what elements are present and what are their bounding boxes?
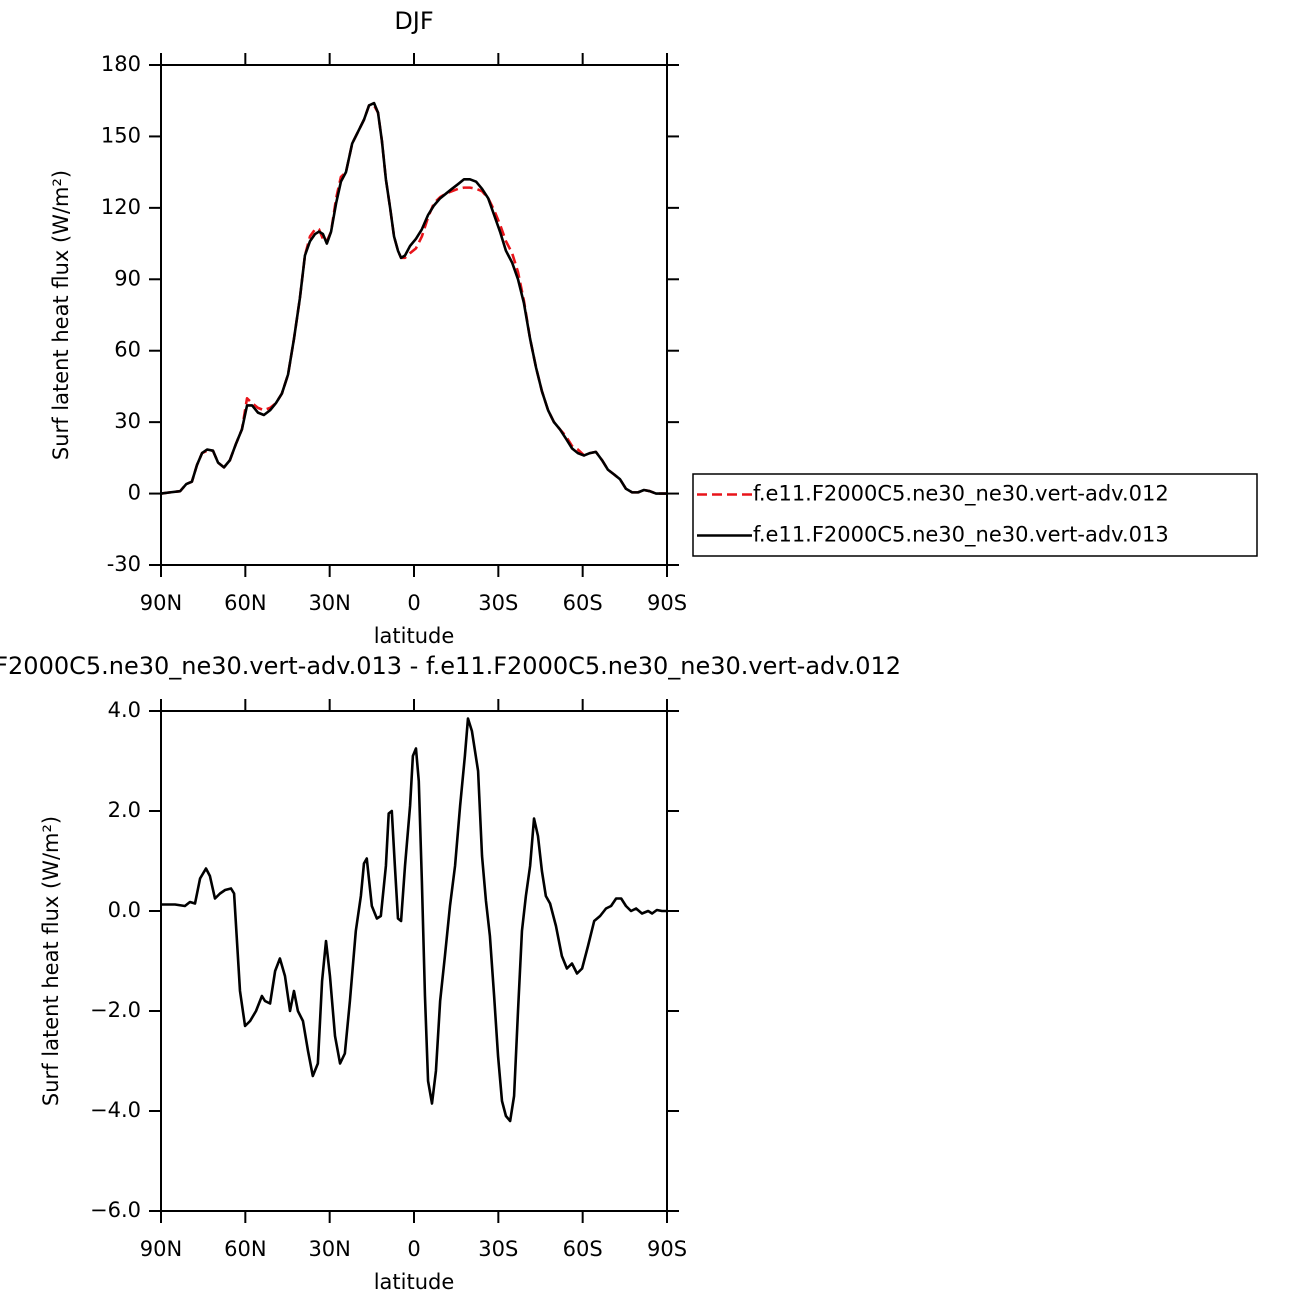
y-tick-label: −6.0 [90,1198,141,1222]
data-line [160,104,667,495]
plot-frame [160,710,668,1212]
y-tick-label: 2.0 [108,798,141,822]
y-axis-label: Surf latent heat flux (W/m²) [49,170,73,460]
y-tick-label: −4.0 [90,1098,141,1122]
x-tick-label: 90N [140,1237,182,1261]
x-tick-label: 30N [308,1237,350,1261]
y-tick-label: 0 [128,481,141,505]
legend-label: f.e11.F2000C5.ne30_ne30.vert-adv.013 [753,523,1169,548]
y-tick-label: 180 [101,52,141,76]
x-tick-label: 30S [478,591,518,615]
x-axis-label: latitude [374,624,455,648]
chart-title: f.e11.F2000C5.ne30_ne30.vert-adv.013 - f… [0,652,901,680]
x-tick-label: 90N [140,591,182,615]
legend-label: f.e11.F2000C5.ne30_ne30.vert-adv.012 [753,482,1169,507]
x-tick-label: 60N [224,1237,266,1261]
y-tick-label: 150 [101,123,141,147]
x-tick-label: 90S [647,591,687,615]
x-tick-label: 60N [224,591,266,615]
y-tick-label: 4.0 [108,698,141,722]
y-tick-label: 0.0 [108,898,141,922]
y-axis-label: Surf latent heat flux (W/m²) [39,816,63,1106]
chart-title: DJF [394,7,433,35]
x-tick-label: 0 [407,591,420,615]
x-tick-label: 60S [563,591,603,615]
y-tick-label: 120 [101,195,141,219]
y-tick-label: 30 [114,409,141,433]
y-tick-label: -30 [107,552,141,576]
y-tick-label: −2.0 [90,998,141,1022]
plot-frame [160,64,668,566]
x-tick-label: 90S [647,1237,687,1261]
y-tick-label: 60 [114,338,141,362]
data-line [161,717,667,1123]
x-tick-label: 60S [563,1237,603,1261]
y-tick-label: 90 [114,266,141,290]
x-tick-label: 0 [407,1237,420,1261]
data-line [160,101,667,495]
legend-box [692,473,1258,557]
x-tick-label: 30N [308,591,350,615]
x-tick-label: 30S [478,1237,518,1261]
x-axis-label: latitude [374,1270,455,1294]
